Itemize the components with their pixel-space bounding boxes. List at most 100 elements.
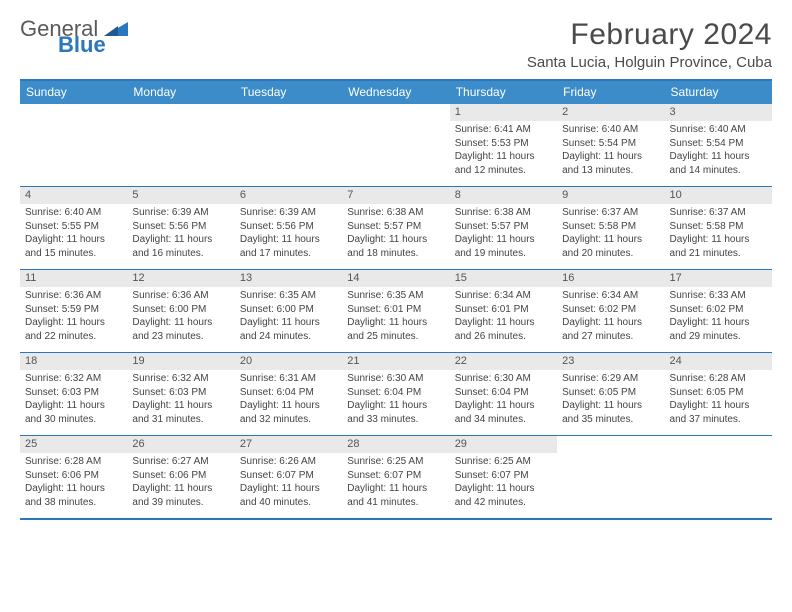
day-number: 1 [450,104,557,121]
header: General Blue February 2024 Santa Lucia, … [20,18,772,71]
day-cell: 14Sunrise: 6:35 AMSunset: 6:01 PMDayligh… [342,270,449,352]
day-info: Sunrise: 6:36 AMSunset: 6:00 PMDaylight:… [127,287,234,347]
day-info: Sunrise: 6:25 AMSunset: 6:07 PMDaylight:… [342,453,449,513]
day-cell: 5Sunrise: 6:39 AMSunset: 5:56 PMDaylight… [127,187,234,269]
day-header: Monday [127,81,234,104]
day-info: Sunrise: 6:40 AMSunset: 5:54 PMDaylight:… [665,121,772,181]
day-number: 16 [557,270,664,287]
day-cell: 0 [665,436,772,518]
day-info: Sunrise: 6:31 AMSunset: 6:04 PMDaylight:… [235,370,342,430]
day-cell: 19Sunrise: 6:32 AMSunset: 6:03 PMDayligh… [127,353,234,435]
day-cell: 12Sunrise: 6:36 AMSunset: 6:00 PMDayligh… [127,270,234,352]
day-number: 3 [665,104,772,121]
day-number: 12 [127,270,234,287]
week-row: 4Sunrise: 6:40 AMSunset: 5:55 PMDaylight… [20,186,772,269]
day-number: 4 [20,187,127,204]
day-cell: 28Sunrise: 6:25 AMSunset: 6:07 PMDayligh… [342,436,449,518]
day-info: Sunrise: 6:34 AMSunset: 6:02 PMDaylight:… [557,287,664,347]
day-cell: 21Sunrise: 6:30 AMSunset: 6:04 PMDayligh… [342,353,449,435]
day-info: Sunrise: 6:37 AMSunset: 5:58 PMDaylight:… [557,204,664,264]
day-header: Sunday [20,81,127,104]
day-header: Saturday [665,81,772,104]
day-header: Wednesday [342,81,449,104]
day-number: 14 [342,270,449,287]
day-info: Sunrise: 6:39 AMSunset: 5:56 PMDaylight:… [235,204,342,264]
day-info: Sunrise: 6:41 AMSunset: 5:53 PMDaylight:… [450,121,557,181]
day-number: 15 [450,270,557,287]
day-info: Sunrise: 6:28 AMSunset: 6:06 PMDaylight:… [20,453,127,513]
logo: General Blue [20,18,128,56]
day-number: 20 [235,353,342,370]
day-cell: 1Sunrise: 6:41 AMSunset: 5:53 PMDaylight… [450,104,557,186]
day-number: 7 [342,187,449,204]
day-cell: 24Sunrise: 6:28 AMSunset: 6:05 PMDayligh… [665,353,772,435]
day-info: Sunrise: 6:39 AMSunset: 5:56 PMDaylight:… [127,204,234,264]
day-info: Sunrise: 6:26 AMSunset: 6:07 PMDaylight:… [235,453,342,513]
day-cell: 27Sunrise: 6:26 AMSunset: 6:07 PMDayligh… [235,436,342,518]
day-cell: 10Sunrise: 6:37 AMSunset: 5:58 PMDayligh… [665,187,772,269]
day-info: Sunrise: 6:32 AMSunset: 6:03 PMDaylight:… [127,370,234,430]
day-cell: 13Sunrise: 6:35 AMSunset: 6:00 PMDayligh… [235,270,342,352]
day-info: Sunrise: 6:29 AMSunset: 6:05 PMDaylight:… [557,370,664,430]
day-header: Tuesday [235,81,342,104]
day-number: 6 [235,187,342,204]
week-row: 18Sunrise: 6:32 AMSunset: 6:03 PMDayligh… [20,352,772,435]
day-number: 24 [665,353,772,370]
day-number: 18 [20,353,127,370]
day-cell: 23Sunrise: 6:29 AMSunset: 6:05 PMDayligh… [557,353,664,435]
day-info: Sunrise: 6:38 AMSunset: 5:57 PMDaylight:… [450,204,557,264]
day-number: 19 [127,353,234,370]
day-cell: 16Sunrise: 6:34 AMSunset: 6:02 PMDayligh… [557,270,664,352]
day-cell: 17Sunrise: 6:33 AMSunset: 6:02 PMDayligh… [665,270,772,352]
day-info: Sunrise: 6:37 AMSunset: 5:58 PMDaylight:… [665,204,772,264]
day-cell: 25Sunrise: 6:28 AMSunset: 6:06 PMDayligh… [20,436,127,518]
day-number: 25 [20,436,127,453]
day-info: Sunrise: 6:35 AMSunset: 6:01 PMDaylight:… [342,287,449,347]
day-number: 23 [557,353,664,370]
week-row: 11Sunrise: 6:36 AMSunset: 5:59 PMDayligh… [20,269,772,352]
day-number: 29 [450,436,557,453]
day-number: 2 [557,104,664,121]
day-cell: 20Sunrise: 6:31 AMSunset: 6:04 PMDayligh… [235,353,342,435]
day-info: Sunrise: 6:36 AMSunset: 5:59 PMDaylight:… [20,287,127,347]
day-number: 21 [342,353,449,370]
day-cell: 6Sunrise: 6:39 AMSunset: 5:56 PMDaylight… [235,187,342,269]
day-number: 11 [20,270,127,287]
day-number: 17 [665,270,772,287]
day-number: 9 [557,187,664,204]
day-info: Sunrise: 6:28 AMSunset: 6:05 PMDaylight:… [665,370,772,430]
day-cell: 26Sunrise: 6:27 AMSunset: 6:06 PMDayligh… [127,436,234,518]
day-cell: 0 [342,104,449,186]
day-cell: 0 [557,436,664,518]
day-cell: 9Sunrise: 6:37 AMSunset: 5:58 PMDaylight… [557,187,664,269]
logo-word-blue: Blue [58,34,128,56]
day-info: Sunrise: 6:30 AMSunset: 6:04 PMDaylight:… [450,370,557,430]
week-row: 00001Sunrise: 6:41 AMSunset: 5:53 PMDayl… [20,104,772,186]
day-number: 8 [450,187,557,204]
day-cell: 0 [235,104,342,186]
day-cell: 8Sunrise: 6:38 AMSunset: 5:57 PMDaylight… [450,187,557,269]
calendar: SundayMondayTuesdayWednesdayThursdayFrid… [20,79,772,520]
day-header: Thursday [450,81,557,104]
day-info: Sunrise: 6:34 AMSunset: 6:01 PMDaylight:… [450,287,557,347]
day-info: Sunrise: 6:35 AMSunset: 6:00 PMDaylight:… [235,287,342,347]
day-cell: 4Sunrise: 6:40 AMSunset: 5:55 PMDaylight… [20,187,127,269]
day-number: 27 [235,436,342,453]
day-cell: 15Sunrise: 6:34 AMSunset: 6:01 PMDayligh… [450,270,557,352]
day-header: Friday [557,81,664,104]
day-cell: 3Sunrise: 6:40 AMSunset: 5:54 PMDaylight… [665,104,772,186]
title-block: February 2024 Santa Lucia, Holguin Provi… [527,18,772,71]
day-cell: 18Sunrise: 6:32 AMSunset: 6:03 PMDayligh… [20,353,127,435]
day-number: 22 [450,353,557,370]
day-number: 10 [665,187,772,204]
day-cell: 0 [20,104,127,186]
day-cell: 22Sunrise: 6:30 AMSunset: 6:04 PMDayligh… [450,353,557,435]
day-header-row: SundayMondayTuesdayWednesdayThursdayFrid… [20,81,772,104]
day-info: Sunrise: 6:40 AMSunset: 5:55 PMDaylight:… [20,204,127,264]
day-cell: 29Sunrise: 6:25 AMSunset: 6:07 PMDayligh… [450,436,557,518]
day-info: Sunrise: 6:33 AMSunset: 6:02 PMDaylight:… [665,287,772,347]
week-row: 25Sunrise: 6:28 AMSunset: 6:06 PMDayligh… [20,435,772,518]
weeks-container: 00001Sunrise: 6:41 AMSunset: 5:53 PMDayl… [20,104,772,518]
day-info: Sunrise: 6:32 AMSunset: 6:03 PMDaylight:… [20,370,127,430]
day-info: Sunrise: 6:38 AMSunset: 5:57 PMDaylight:… [342,204,449,264]
